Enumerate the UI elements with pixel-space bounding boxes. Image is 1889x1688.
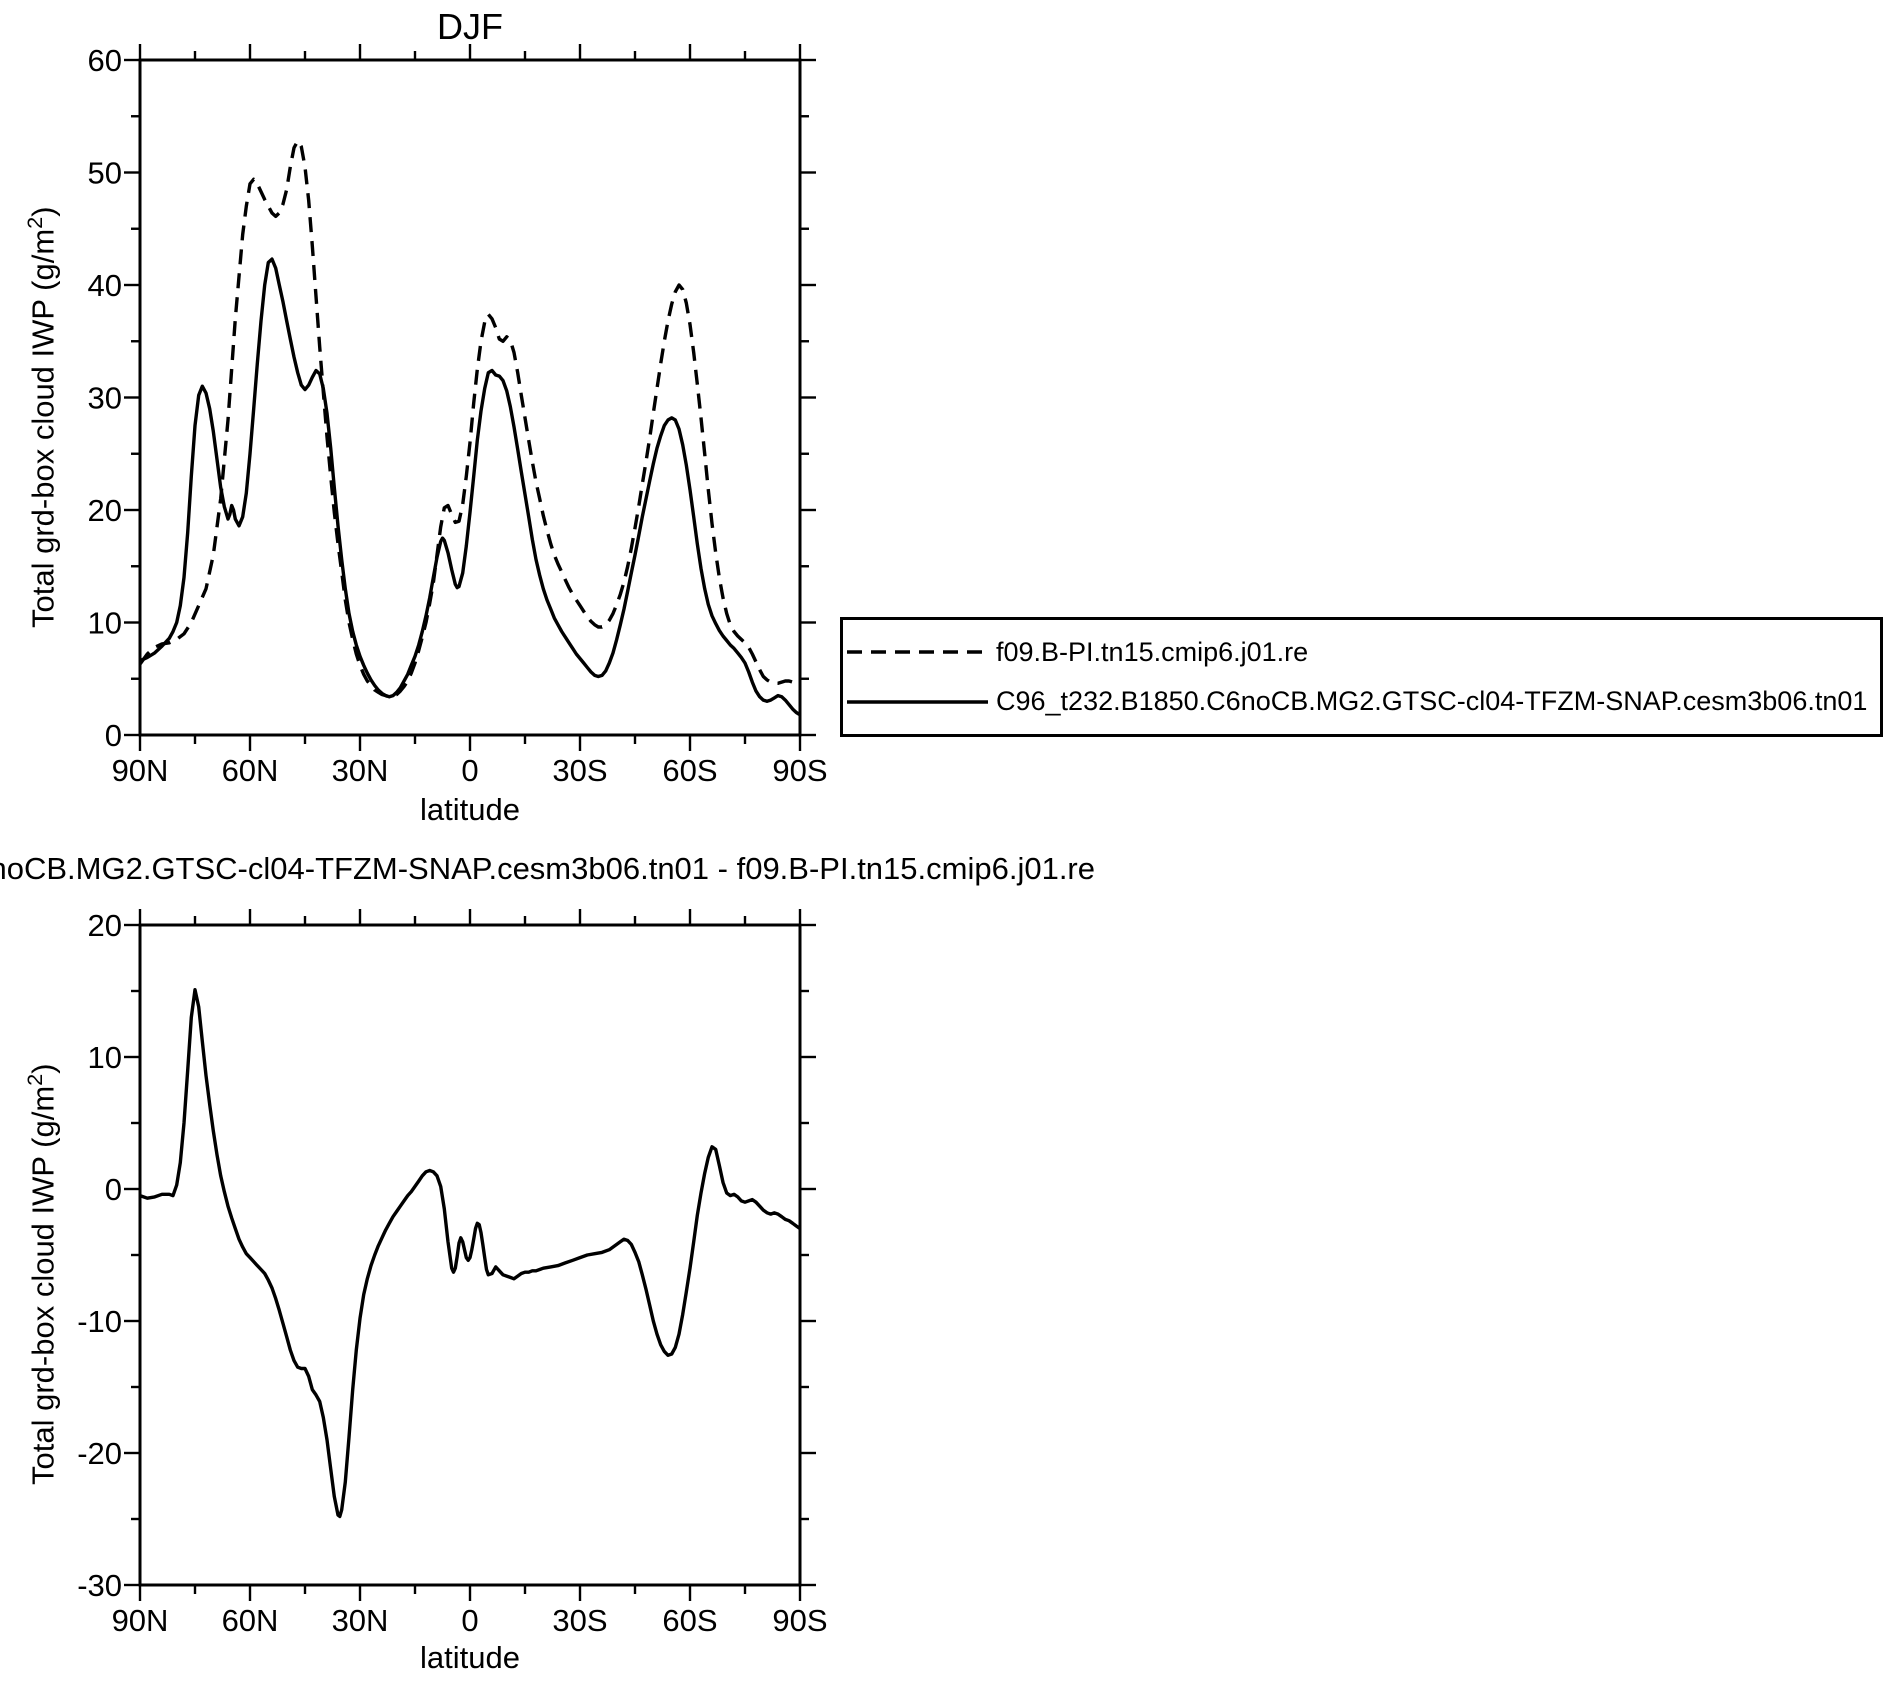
x-tick-label: 0 (461, 753, 478, 788)
y-tick-label: 10 (88, 606, 122, 641)
y-tick-label: 20 (88, 493, 122, 528)
dashed-line-sample-icon (847, 650, 988, 655)
x-tick-label: 60N (222, 1603, 279, 1638)
x-tick-label: 60S (662, 753, 717, 788)
x-tick-label: 30N (332, 1603, 389, 1638)
djf-chart-title: DJF (437, 6, 503, 47)
difference-plot: 90N 60N 30N 0 30S 60S 90S -30 -20 -10 0 10 20 (77, 908, 827, 1638)
axes (124, 909, 816, 1601)
y-tick-label: 40 (88, 268, 122, 303)
y-tick-label: 0 (105, 1172, 122, 1207)
axes (124, 44, 816, 751)
y-tick-label: 60 (88, 43, 122, 78)
djf-plot: 90N 60N 30N 0 30S 60S 90S 0 10 20 30 40 50 60 (88, 43, 828, 788)
y-tick-label: 0 (105, 718, 122, 753)
difference-chart-title: C96_t232.B1850.C6noCB.MG2.GTSC-cl04-TFZM… (0, 851, 1095, 886)
difference-x-axis-label: latitude (420, 1640, 520, 1675)
y-tick-label: -20 (77, 1436, 122, 1471)
x-tick-label: 90N (112, 1603, 169, 1638)
x-tick-label: 30S (552, 753, 607, 788)
x-tick-label: 0 (461, 1603, 478, 1638)
legend-label-f09: f09.B-PI.tn15.cmip6.j01.re (996, 636, 1309, 667)
y-tick-label: 10 (88, 1040, 122, 1075)
legend-box: f09.B-PI.tn15.cmip6.j01.re C96_t232.B185… (840, 617, 1883, 737)
series-line-solid (139, 988, 801, 1519)
x-tick-label: 60S (662, 1603, 717, 1638)
y-tick-label: -30 (77, 1568, 122, 1603)
x-tick-label: 90S (772, 753, 827, 788)
x-tick-label: 90N (112, 753, 169, 788)
x-tick-label: 30S (552, 1603, 607, 1638)
y-tick-label: 20 (88, 908, 122, 943)
x-tick-label: 60N (222, 753, 279, 788)
legend-label-c96: C96_t232.B1850.C6noCB.MG2.GTSC-cl04-TFZM… (996, 686, 1868, 717)
legend-entry-f09: f09.B-PI.tn15.cmip6.j01.re (843, 635, 1880, 669)
x-tick-label: 30N (332, 753, 389, 788)
djf-x-axis-label: latitude (420, 792, 520, 827)
x-tick-label: 90S (772, 1603, 827, 1638)
series-line-solid (139, 257, 801, 717)
solid-line-sample-icon (847, 699, 988, 704)
y-tick-label: 50 (88, 156, 122, 191)
legend-entry-c96: C96_t232.B1850.C6noCB.MG2.GTSC-cl04-TFZM… (843, 685, 1880, 719)
y-tick-label: 30 (88, 381, 122, 416)
series-line-dashed (138, 139, 801, 699)
y-tick-label: -10 (77, 1304, 122, 1339)
